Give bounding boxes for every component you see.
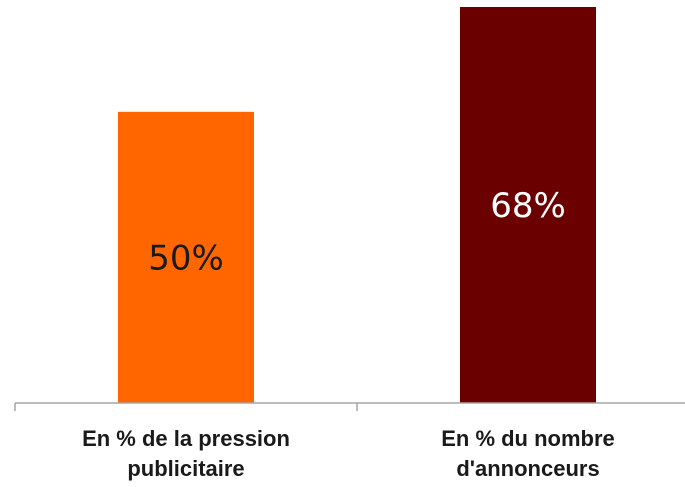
data-label-1: 50% — [148, 238, 224, 278]
labels-layer: 50% En % de la pression publicitaire 68% En … — [82, 186, 615, 481]
bars-layer — [118, 7, 596, 403]
category-label-2-line-1: En % du nombre — [441, 426, 615, 451]
bar-2 — [460, 7, 596, 403]
x-axis — [14, 402, 685, 411]
bar-1 — [118, 111, 254, 403]
category-label-1-line-2: publicitaire — [127, 456, 244, 481]
category-label-2-line-2: d'annonceurs — [456, 456, 599, 481]
data-label-2: 68% — [490, 186, 566, 226]
category-label-1-line-1: En % de la pression — [82, 426, 290, 451]
